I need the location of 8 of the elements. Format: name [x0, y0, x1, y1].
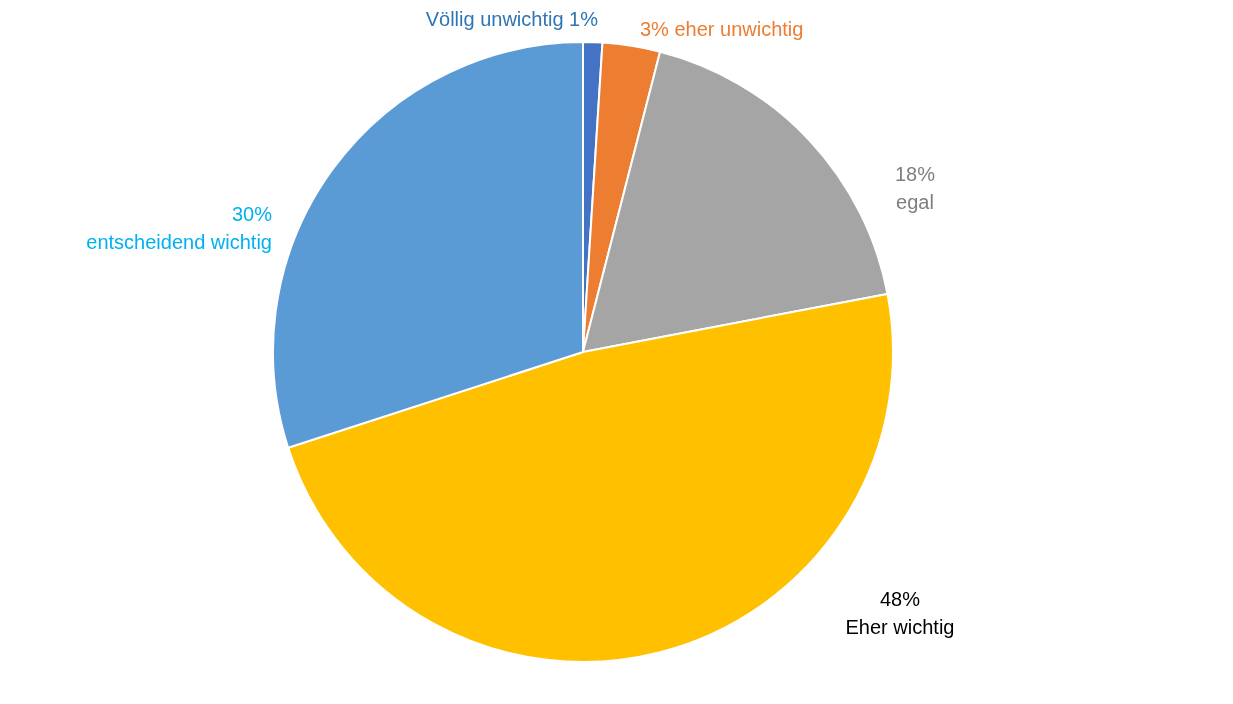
slice-label: Völlig unwichtig 1% — [425, 8, 599, 30]
slice-label: egal — [896, 191, 934, 213]
slice-label: Eher wichtig — [845, 616, 955, 638]
slice-label: 3% eher unwichtig — [640, 18, 804, 40]
slice-label: entscheidend wichtig — [86, 231, 272, 253]
data-label: 30% — [231, 203, 273, 225]
data-label: 48% — [879, 588, 921, 610]
data-label: 18% — [894, 163, 936, 185]
